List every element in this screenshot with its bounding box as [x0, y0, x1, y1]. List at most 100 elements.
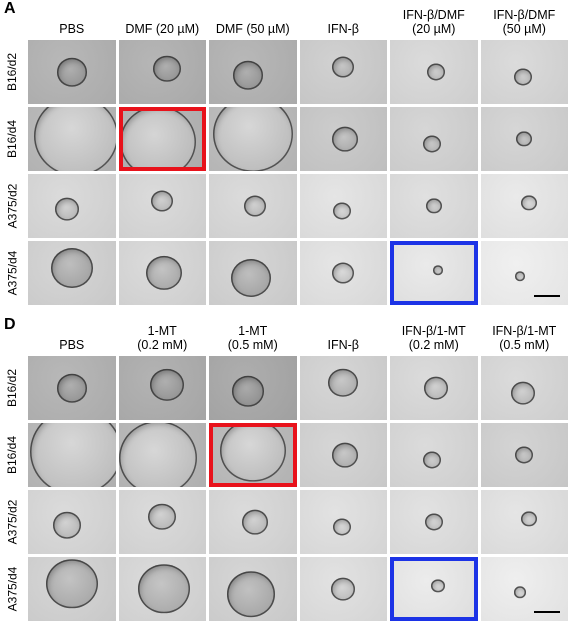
spheroid — [138, 564, 190, 614]
micrograph-cell — [118, 557, 206, 621]
row-label: A375/d2 — [2, 490, 22, 554]
column-header-line1: IFN-β/1-MT — [401, 324, 466, 338]
row-label-text: A375/d4 — [5, 250, 19, 296]
spheroid — [151, 190, 174, 212]
micrograph-cell — [480, 557, 568, 621]
spheroid — [241, 509, 268, 535]
micrograph-cell — [299, 356, 387, 420]
micrograph-cell — [299, 490, 387, 554]
row-label-text: A375/d2 — [5, 183, 19, 229]
row-label: B16/d4 — [2, 423, 22, 487]
micrograph-cell — [480, 40, 568, 104]
column-header-line1: DMF (20 µM) — [125, 22, 200, 36]
spheroid — [513, 586, 526, 598]
micrograph-cell — [118, 107, 206, 171]
micrograph-cell — [390, 423, 478, 487]
column-header: IFN-β — [300, 22, 388, 36]
micrograph-cell — [209, 40, 297, 104]
scale-bar — [534, 295, 560, 297]
column-header: IFN-β/DMF (20 µM) — [390, 8, 478, 36]
micrograph-cell — [28, 423, 116, 487]
spheroid — [426, 63, 445, 81]
spheroid — [122, 111, 197, 167]
spheroid — [423, 376, 448, 400]
column-header: 1-MT (0.5 mM) — [209, 324, 297, 352]
spheroid — [514, 271, 525, 281]
micrograph-cell — [299, 107, 387, 171]
micrograph-cell — [390, 557, 478, 621]
micrograph-cell — [209, 174, 297, 238]
spheroid — [331, 577, 356, 601]
column-header-line1: IFN-β — [327, 338, 360, 352]
column-header: DMF (20 µM) — [119, 22, 207, 36]
spheroid — [50, 247, 93, 288]
spheroid — [34, 107, 116, 171]
column-header-line1: 1-MT — [147, 324, 177, 338]
micrograph-cell — [28, 490, 116, 554]
micrograph-cell — [299, 174, 387, 238]
spheroid — [53, 511, 82, 539]
row-label-text: B16/d2 — [5, 52, 20, 92]
micrograph-cell — [299, 557, 387, 621]
micrograph-cell — [28, 356, 116, 420]
spheroid — [56, 57, 87, 87]
spheroid — [45, 559, 98, 609]
column-header-line1: IFN-β/1-MT — [492, 324, 557, 338]
row-label: B16/d2 — [2, 40, 22, 104]
row-label: B16/d2 — [2, 356, 22, 420]
column-header-line2: (20 µM) — [412, 22, 456, 36]
micrograph-cell — [209, 423, 297, 487]
row-label: B16/d4 — [2, 107, 22, 171]
micrograph-cell — [209, 356, 297, 420]
micrograph-cell — [118, 241, 206, 305]
micrograph-cell — [390, 241, 478, 305]
spheroid — [332, 262, 355, 284]
micrograph-cell — [118, 356, 206, 420]
spheroid — [56, 373, 87, 403]
spheroid — [328, 368, 359, 398]
spheroid — [55, 197, 80, 221]
spheroid — [515, 446, 534, 464]
micrograph-cell — [118, 423, 206, 487]
micrograph-cell — [299, 40, 387, 104]
column-header: PBS — [28, 338, 116, 352]
micrograph-cell — [299, 241, 387, 305]
micrograph-cell — [28, 174, 116, 238]
spheroid — [30, 423, 116, 487]
spheroid — [424, 513, 443, 531]
micrograph-cell — [28, 107, 116, 171]
panel-a: A PBS DMF (20 µM) DMF (50 µM) IFN-β IFN-β/DMF… — [0, 0, 572, 305]
micrograph-cell — [118, 174, 206, 238]
spheroid — [227, 571, 275, 617]
spheroid — [332, 518, 351, 536]
column-header: IFN-β — [300, 338, 388, 352]
spheroid — [423, 135, 441, 153]
row-label-text: B16/d4 — [5, 435, 20, 475]
spheroid — [516, 131, 533, 147]
spheroid — [332, 56, 355, 78]
micrograph-cell — [209, 557, 297, 621]
spheroid — [332, 202, 351, 220]
spheroid — [425, 198, 442, 214]
row-label: A375/d4 — [2, 241, 22, 305]
micrograph-cell — [118, 40, 206, 104]
spheroid — [520, 195, 537, 211]
column-header: DMF (50 µM) — [209, 22, 297, 36]
column-header-line2: (0.5 mM) — [227, 338, 278, 352]
micrograph-cell — [480, 423, 568, 487]
micrograph-cell — [390, 174, 478, 238]
column-header: PBS — [28, 22, 116, 36]
spheroid — [146, 255, 182, 291]
column-header: 1-MT (0.2 mM) — [119, 324, 207, 352]
panel-letter: D — [4, 316, 16, 333]
column-header-line1: DMF (50 µM) — [215, 22, 290, 36]
column-header-line1: IFN-β — [327, 22, 360, 36]
row-label: A375/d2 — [2, 174, 22, 238]
column-header-line1: PBS — [59, 338, 85, 352]
panel-d: D PBS 1-MT (0.2 mM) 1-MT (0.5 mM) IFN-β IFN-β/1… — [0, 316, 572, 621]
column-header-line1: IFN-β/DMF — [402, 8, 465, 22]
spheroid — [243, 195, 266, 217]
micrograph-cell — [390, 107, 478, 171]
micrograph-cell — [480, 490, 568, 554]
spheroid — [432, 265, 443, 275]
